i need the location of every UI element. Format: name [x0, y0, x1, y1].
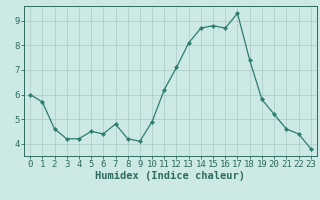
- X-axis label: Humidex (Indice chaleur): Humidex (Indice chaleur): [95, 171, 245, 181]
